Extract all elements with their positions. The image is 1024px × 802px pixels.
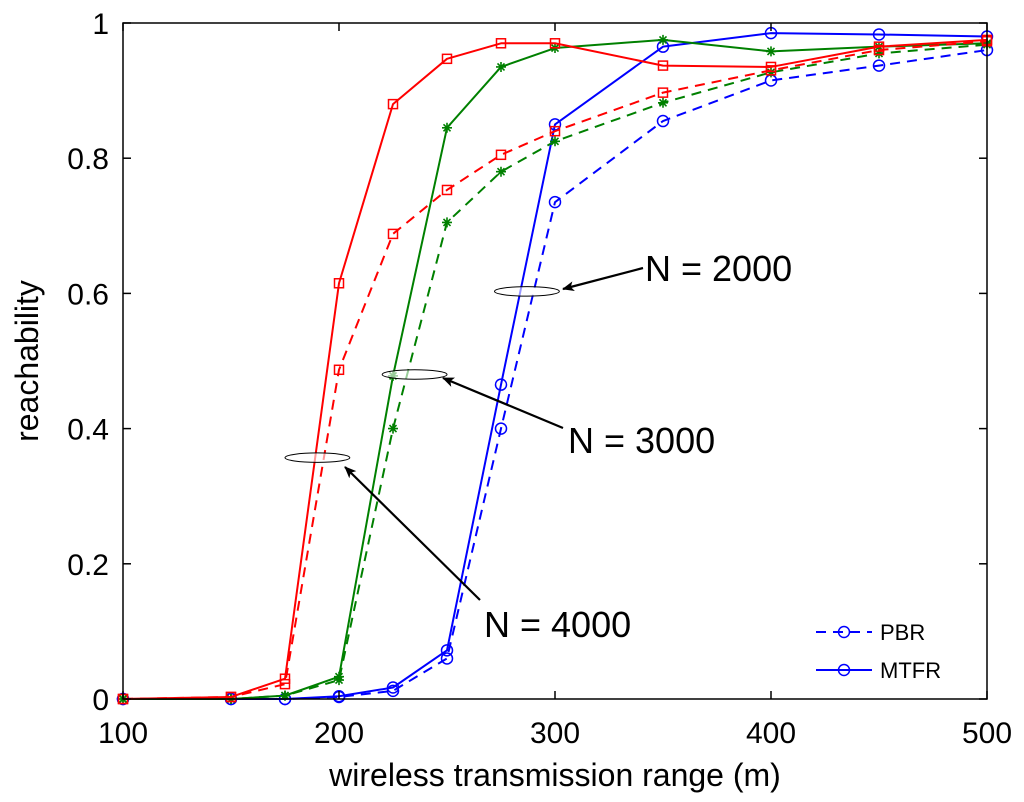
data-point-marker — [873, 41, 885, 52]
data-point-marker — [334, 671, 344, 682]
data-point-marker — [442, 122, 452, 133]
data-point-marker — [442, 217, 452, 228]
data-point-marker — [765, 61, 777, 73]
y-tick-label: 0.4 — [67, 414, 109, 447]
data-point-marker — [441, 184, 453, 196]
data-point-marker — [386, 681, 400, 694]
data-point-marker — [441, 53, 453, 65]
legend-label: PBR — [880, 620, 925, 645]
data-point-marker — [440, 652, 454, 665]
legend-box — [808, 612, 980, 692]
data-point-marker — [872, 59, 886, 72]
x-tick-label: 400 — [746, 717, 796, 750]
data-point-marker — [872, 28, 886, 41]
data-point-marker — [550, 136, 560, 147]
data-point-marker — [494, 422, 508, 435]
annotation-arrow — [344, 466, 481, 601]
series-line — [123, 38, 988, 700]
data-point-marker — [766, 46, 776, 57]
data-point-marker — [386, 684, 400, 698]
data-point-marker — [549, 38, 561, 49]
data-point-marker — [496, 166, 506, 177]
data-point-marker — [495, 38, 507, 49]
data-point-marker — [440, 644, 454, 657]
legend-entries: PBR MTFR — [816, 620, 941, 683]
data-point-marker — [657, 87, 669, 98]
series-line — [122, 38, 988, 700]
y-tick-label: 0.8 — [67, 143, 109, 176]
annotation-n4000: N = 4000 — [284, 452, 631, 645]
x-tick-label: 500 — [962, 717, 1012, 750]
legend-entry-mtfr: MTFR — [816, 658, 941, 683]
data-point-marker — [658, 97, 668, 108]
data-point-marker — [548, 195, 562, 209]
data-point-marker — [494, 378, 508, 391]
annotation-ellipse — [494, 286, 560, 297]
x-tick-label: 200 — [314, 717, 364, 750]
data-point-marker — [387, 228, 399, 240]
data-point-marker — [656, 114, 670, 128]
data-point-marker — [549, 125, 561, 137]
legend-marker — [837, 663, 851, 677]
x-axis-label: wireless transmission range (m) — [328, 757, 781, 793]
annotation-arrow — [442, 376, 564, 430]
y-axis-label: reachability — [9, 280, 45, 442]
annotation-label: N = 2000 — [645, 248, 792, 289]
data-point-marker — [495, 149, 507, 161]
x-tick-label: 300 — [530, 717, 580, 750]
legend-marker — [837, 625, 851, 639]
data-point-marker — [333, 278, 345, 289]
data-point-marker — [657, 60, 669, 71]
data-point-marker — [874, 48, 884, 59]
data-point-marker — [388, 423, 398, 434]
legend: PBR MTFR — [808, 612, 980, 692]
data-point-marker — [225, 691, 237, 703]
data-point-marker — [387, 98, 399, 110]
annotation-label: N = 3000 — [568, 420, 715, 461]
data-point-marker — [332, 690, 346, 703]
y-tick-label: 0.2 — [67, 549, 109, 582]
x-tick-label: 100 — [98, 717, 148, 750]
series-line — [122, 40, 988, 700]
tick-layer: 100 200 300 400 500 0 0.2 0.4 0.6 0.8 1 — [67, 8, 1012, 750]
data-point-marker — [658, 34, 668, 45]
data-point-marker — [548, 118, 562, 131]
annotation-arrow — [562, 266, 644, 292]
annotation-n2000: N = 2000 — [494, 248, 792, 297]
legend-entry-pbr: PBR — [816, 620, 925, 645]
y-tick-label: 1 — [92, 8, 109, 41]
annotation-ellipse — [381, 369, 448, 380]
data-point-marker — [333, 364, 345, 376]
annotation-ellipse — [284, 452, 351, 463]
data-point-marker — [766, 67, 776, 78]
y-tick-label: 0.6 — [67, 278, 109, 311]
data-point-marker — [496, 61, 506, 72]
data-point-marker — [279, 673, 291, 684]
annotation-n3000: N = 3000 — [381, 369, 715, 461]
annotation-label: N = 4000 — [484, 604, 631, 645]
annotation-layer: N = 2000 N = 3000 N = 4000 — [284, 248, 792, 645]
data-point-marker — [280, 690, 290, 701]
legend-label: MTFR — [880, 658, 941, 683]
y-tick-label: 0 — [92, 684, 109, 717]
